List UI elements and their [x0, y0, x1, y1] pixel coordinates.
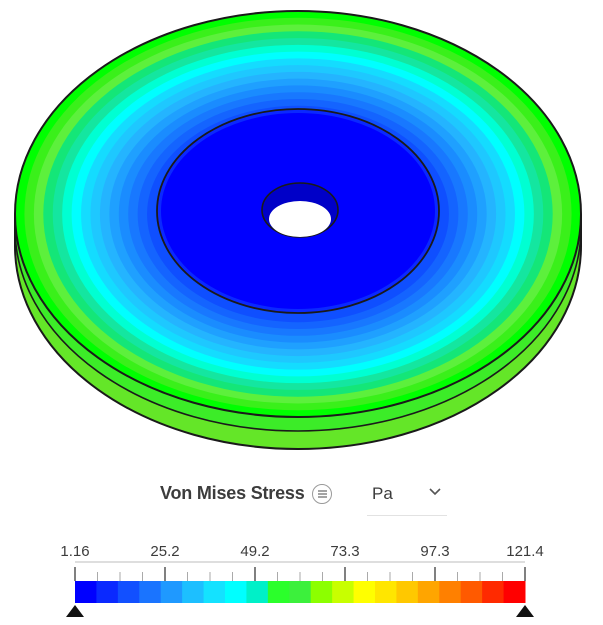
legend-tick-label: 25.2	[150, 543, 180, 560]
outer-top-edge	[14, 10, 582, 418]
legend-color-cell	[139, 581, 162, 603]
inner-disk-edge	[156, 108, 440, 314]
legend-tick-label: 73.3	[330, 543, 360, 560]
stress-contour-model	[14, 10, 582, 450]
legend-colorbar	[66, 561, 534, 617]
rim-groove-line	[14, 227, 582, 432]
legend-color-cell	[267, 581, 290, 603]
legend-color-cell	[439, 581, 462, 603]
legend-color-cell	[246, 581, 269, 603]
legend-color-cell	[96, 581, 119, 603]
model-viewport[interactable]	[0, 0, 603, 460]
legend-tick-label: 97.3	[420, 543, 450, 560]
legend-tick-label: 1.16	[60, 543, 90, 560]
legend-color-cell	[396, 581, 419, 603]
unit-dropdown[interactable]: Pa	[367, 476, 447, 516]
legend-color-cell	[203, 581, 226, 603]
menu-lines-icon	[317, 490, 327, 498]
min-marker-icon	[66, 605, 84, 617]
legend-color-cell	[310, 581, 333, 603]
legend-tick-label: 121.4	[506, 543, 544, 560]
legend-tick-label: 49.2	[240, 543, 270, 560]
max-marker-icon	[516, 605, 534, 617]
legend-color-cell	[332, 581, 355, 603]
legend-color-cell	[75, 581, 97, 603]
unit-value: Pa	[372, 484, 393, 503]
legend-menu-button[interactable]	[312, 484, 332, 504]
legend-color-cell	[482, 581, 505, 603]
legend-color-cell	[417, 581, 440, 603]
chevron-down-icon	[429, 488, 441, 496]
legend-color-cell	[353, 581, 376, 603]
legend-color-cell	[182, 581, 205, 603]
legend-color-cell	[503, 581, 526, 603]
legend-color-cell	[160, 581, 183, 603]
legend-header: Von Mises Stress Pa	[0, 476, 603, 516]
legend-color-cell	[460, 581, 483, 603]
legend-color-cell	[117, 581, 140, 603]
center-hole	[269, 201, 331, 237]
legend-color-cell	[375, 581, 397, 603]
legend-color-cell	[289, 581, 312, 603]
legend-color-cell	[225, 581, 247, 603]
color-legend: 1.16 25.2 49.2 73.3 97.3 121.4	[0, 540, 603, 620]
legend-title: Von Mises Stress	[160, 483, 305, 503]
